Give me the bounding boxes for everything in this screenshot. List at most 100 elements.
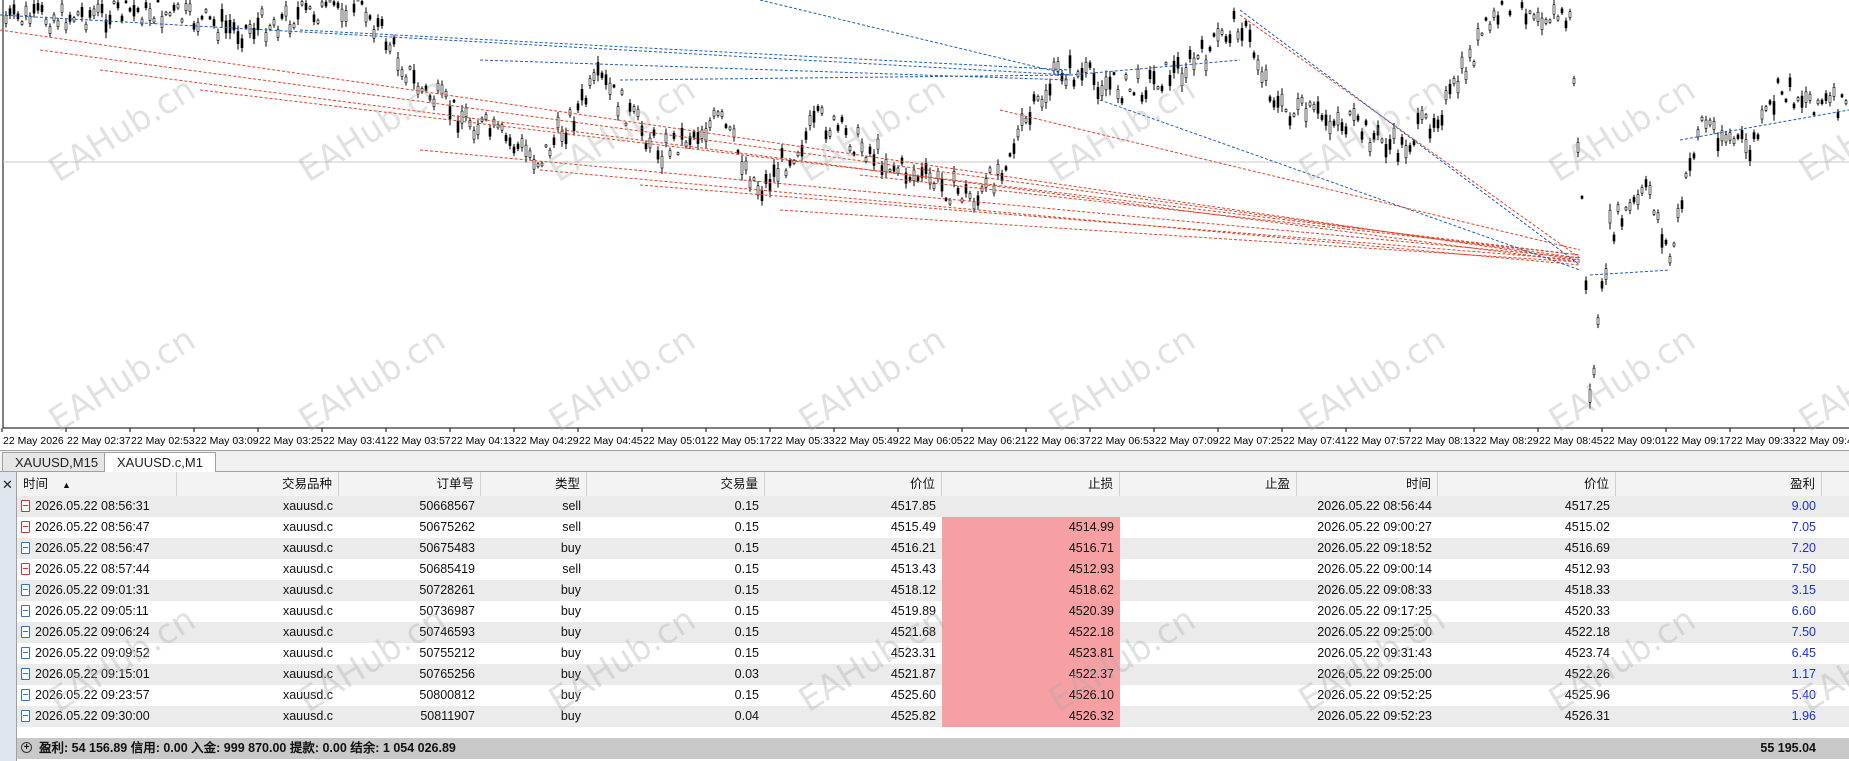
time-axis-label: 22 May 04:29 [515, 435, 579, 447]
header-type[interactable]: 类型 [481, 472, 587, 496]
stop-loss-cell: 4512.93 [942, 559, 1120, 580]
expand-plus-icon[interactable]: + [21, 742, 32, 753]
table-row[interactable]: 2026.05.22 08:56:47 xauusd.c 50675483 buy 0.… [17, 538, 1849, 559]
trade-type-cell: buy [560, 709, 581, 723]
volume-cell: 0.15 [734, 604, 759, 618]
trade-type-cell: buy [560, 541, 581, 555]
order-id-cell: 50765256 [419, 667, 475, 681]
time-axis: 22 May 2026 22 May 02:37 22 May 02:53 22 Ma… [1, 428, 1849, 447]
time-axis-label: 22 May 06:21 [963, 435, 1027, 447]
trade-type-cell: buy [560, 646, 581, 660]
time-axis-label: 22 May 07:57 [1347, 435, 1411, 447]
profit-cell: 1.96 [1791, 709, 1816, 723]
volume-cell: 0.15 [734, 646, 759, 660]
profit-cell: 6.45 [1791, 646, 1816, 660]
symbol-cell: xauusd.c [282, 541, 333, 555]
table-row[interactable]: 2026.05.22 09:15:01 xauusd.c 50765256 buy 0.… [17, 664, 1849, 685]
close-price-cell: 4525.96 [1564, 688, 1610, 702]
buy-order-icon [21, 710, 30, 722]
time-axis-label: 22 May 03:41 [323, 435, 387, 447]
header-volume[interactable]: 交易量 [587, 472, 765, 496]
header-symbol[interactable]: 交易品种 [177, 472, 339, 496]
tab-xauusd-c-m1[interactable]: XAUUSD.c,M1 [104, 452, 216, 472]
trade-lines [0, 0, 1849, 276]
close-price-cell: 4526.31 [1564, 709, 1610, 723]
sell-order-icon [21, 521, 30, 533]
volume-cell: 0.15 [734, 520, 759, 534]
close-time-cell: 2026.05.22 09:25:00 [1317, 625, 1432, 639]
header-close-price[interactable]: 价位 [1438, 472, 1616, 496]
open-time-cell: 2026.05.22 08:56:47 [35, 520, 150, 534]
time-axis-label: 22 May 2026 [3, 435, 64, 447]
order-id-cell: 50675262 [419, 520, 475, 534]
close-price-cell: 4515.02 [1564, 520, 1610, 534]
header-take-profit[interactable]: 止盈 [1120, 472, 1297, 496]
time-axis-label: 22 May 03:09 [195, 435, 259, 447]
table-row[interactable]: 2026.05.22 09:05:11 xauusd.c 50736987 buy 0.… [17, 601, 1849, 622]
close-price-cell: 4518.33 [1564, 583, 1610, 597]
open-price-cell: 4517.85 [890, 499, 936, 513]
take-profit-cell [1120, 643, 1297, 664]
close-icon[interactable]: ✕ [2, 477, 13, 492]
symbol-cell: xauusd.c [282, 583, 333, 597]
time-axis-label: 22 May 02:37 [67, 435, 131, 447]
time-axis-label: 22 May 06:37 [1027, 435, 1091, 447]
buy-order-icon [21, 647, 30, 659]
chart-canvas[interactable]: 22 May 2026 22 May 02:37 22 May 02:53 22 Ma… [0, 0, 1849, 450]
open-price-cell: 4515.49 [890, 520, 936, 534]
open-time-cell: 2026.05.22 09:06:24 [35, 625, 150, 639]
buy-order-icon [21, 542, 30, 554]
take-profit-cell [1120, 559, 1297, 580]
tab-xauusd-m15[interactable]: XAUUSD,M15 [2, 452, 112, 471]
table-row[interactable]: 2026.05.22 08:57:44 xauusd.c 50685419 sell 0… [17, 559, 1849, 580]
time-axis-label: 22 May 05:33 [771, 435, 835, 447]
open-price-cell: 4513.43 [890, 562, 936, 576]
open-time-cell: 2026.05.22 09:15:01 [35, 667, 150, 681]
stop-loss-cell: 4526.32 [942, 706, 1120, 727]
profit-cell: 1.17 [1791, 667, 1816, 681]
time-axis-label: 22 May 06:05 [899, 435, 963, 447]
close-time-cell: 2026.05.22 09:31:43 [1317, 646, 1432, 660]
stop-loss-cell: 4526.10 [942, 685, 1120, 706]
trade-type-cell: buy [560, 583, 581, 597]
close-time-cell: 2026.05.22 09:25:00 [1317, 667, 1432, 681]
table-row[interactable]: 2026.05.22 08:56:47 xauusd.c 50675262 sell 0… [17, 517, 1849, 538]
table-row[interactable]: 2026.05.22 09:01:31 xauusd.c 50728261 buy 0.… [17, 580, 1849, 601]
header-close-time[interactable]: 时间 [1297, 472, 1438, 496]
volume-cell: 0.15 [734, 499, 759, 513]
table-row[interactable]: 2026.05.22 08:56:31 xauusd.c 50668567 sell 0… [17, 496, 1849, 517]
close-price-cell: 4522.26 [1564, 667, 1610, 681]
terminal-history-panel: ✕ 时间 ▲ 交易品种 订单号 类型 交易量 价位 止损 止盈 时间 价位 盈利 … [0, 472, 1849, 761]
header-profit[interactable]: 盈利 [1616, 472, 1822, 496]
header-order[interactable]: 订单号 [339, 472, 481, 496]
table-row[interactable]: 2026.05.22 09:09:52 xauusd.c 50755212 buy 0.… [17, 643, 1849, 664]
close-time-cell: 2026.05.22 09:17:25 [1317, 604, 1432, 618]
order-id-cell: 50685419 [419, 562, 475, 576]
trade-type-cell: sell [562, 520, 581, 534]
table-row[interactable]: 2026.05.22 09:23:57 xauusd.c 50800812 buy 0.… [17, 685, 1849, 706]
header-open-time[interactable]: 时间 ▲ [17, 472, 177, 496]
terminal-side-bar: ✕ [0, 472, 17, 761]
take-profit-cell [1120, 517, 1297, 538]
trade-type-cell: buy [560, 604, 581, 618]
trade-type-cell: buy [560, 667, 581, 681]
take-profit-cell [1120, 664, 1297, 685]
open-price-cell: 4521.68 [890, 625, 936, 639]
account-summary: 盈利: 54 156.89 信用: 0.00 入金: 999 870.00 提款… [39, 741, 456, 755]
table-row[interactable]: 2026.05.22 09:30:00 xauusd.c 50811907 buy 0.… [17, 706, 1849, 727]
header-stop-loss[interactable]: 止损 [942, 472, 1120, 496]
open-time-cell: 2026.05.22 08:56:31 [35, 499, 150, 513]
chart-tabs-bar: XAUUSD,M15 XAUUSD.c,M1 [0, 450, 1849, 472]
take-profit-cell [1120, 496, 1297, 517]
time-axis-label: 22 May 05:49 [835, 435, 899, 447]
header-open-price[interactable]: 价位 [765, 472, 942, 496]
close-time-cell: 2026.05.22 09:08:33 [1317, 583, 1432, 597]
price-chart[interactable]: 22 May 2026 22 May 02:37 22 May 02:53 22 Ma… [0, 0, 1849, 450]
time-axis-label: 22 May 08:13 [1411, 435, 1475, 447]
time-axis-label: 22 May 08:45 [1539, 435, 1603, 447]
stop-loss-cell: 4518.62 [942, 580, 1120, 601]
close-price-cell: 4516.69 [1564, 541, 1610, 555]
profit-cell: 9.00 [1791, 499, 1816, 513]
table-row[interactable]: 2026.05.22 09:06:24 xauusd.c 50746593 buy 0.… [17, 622, 1849, 643]
order-id-cell: 50746593 [419, 625, 475, 639]
